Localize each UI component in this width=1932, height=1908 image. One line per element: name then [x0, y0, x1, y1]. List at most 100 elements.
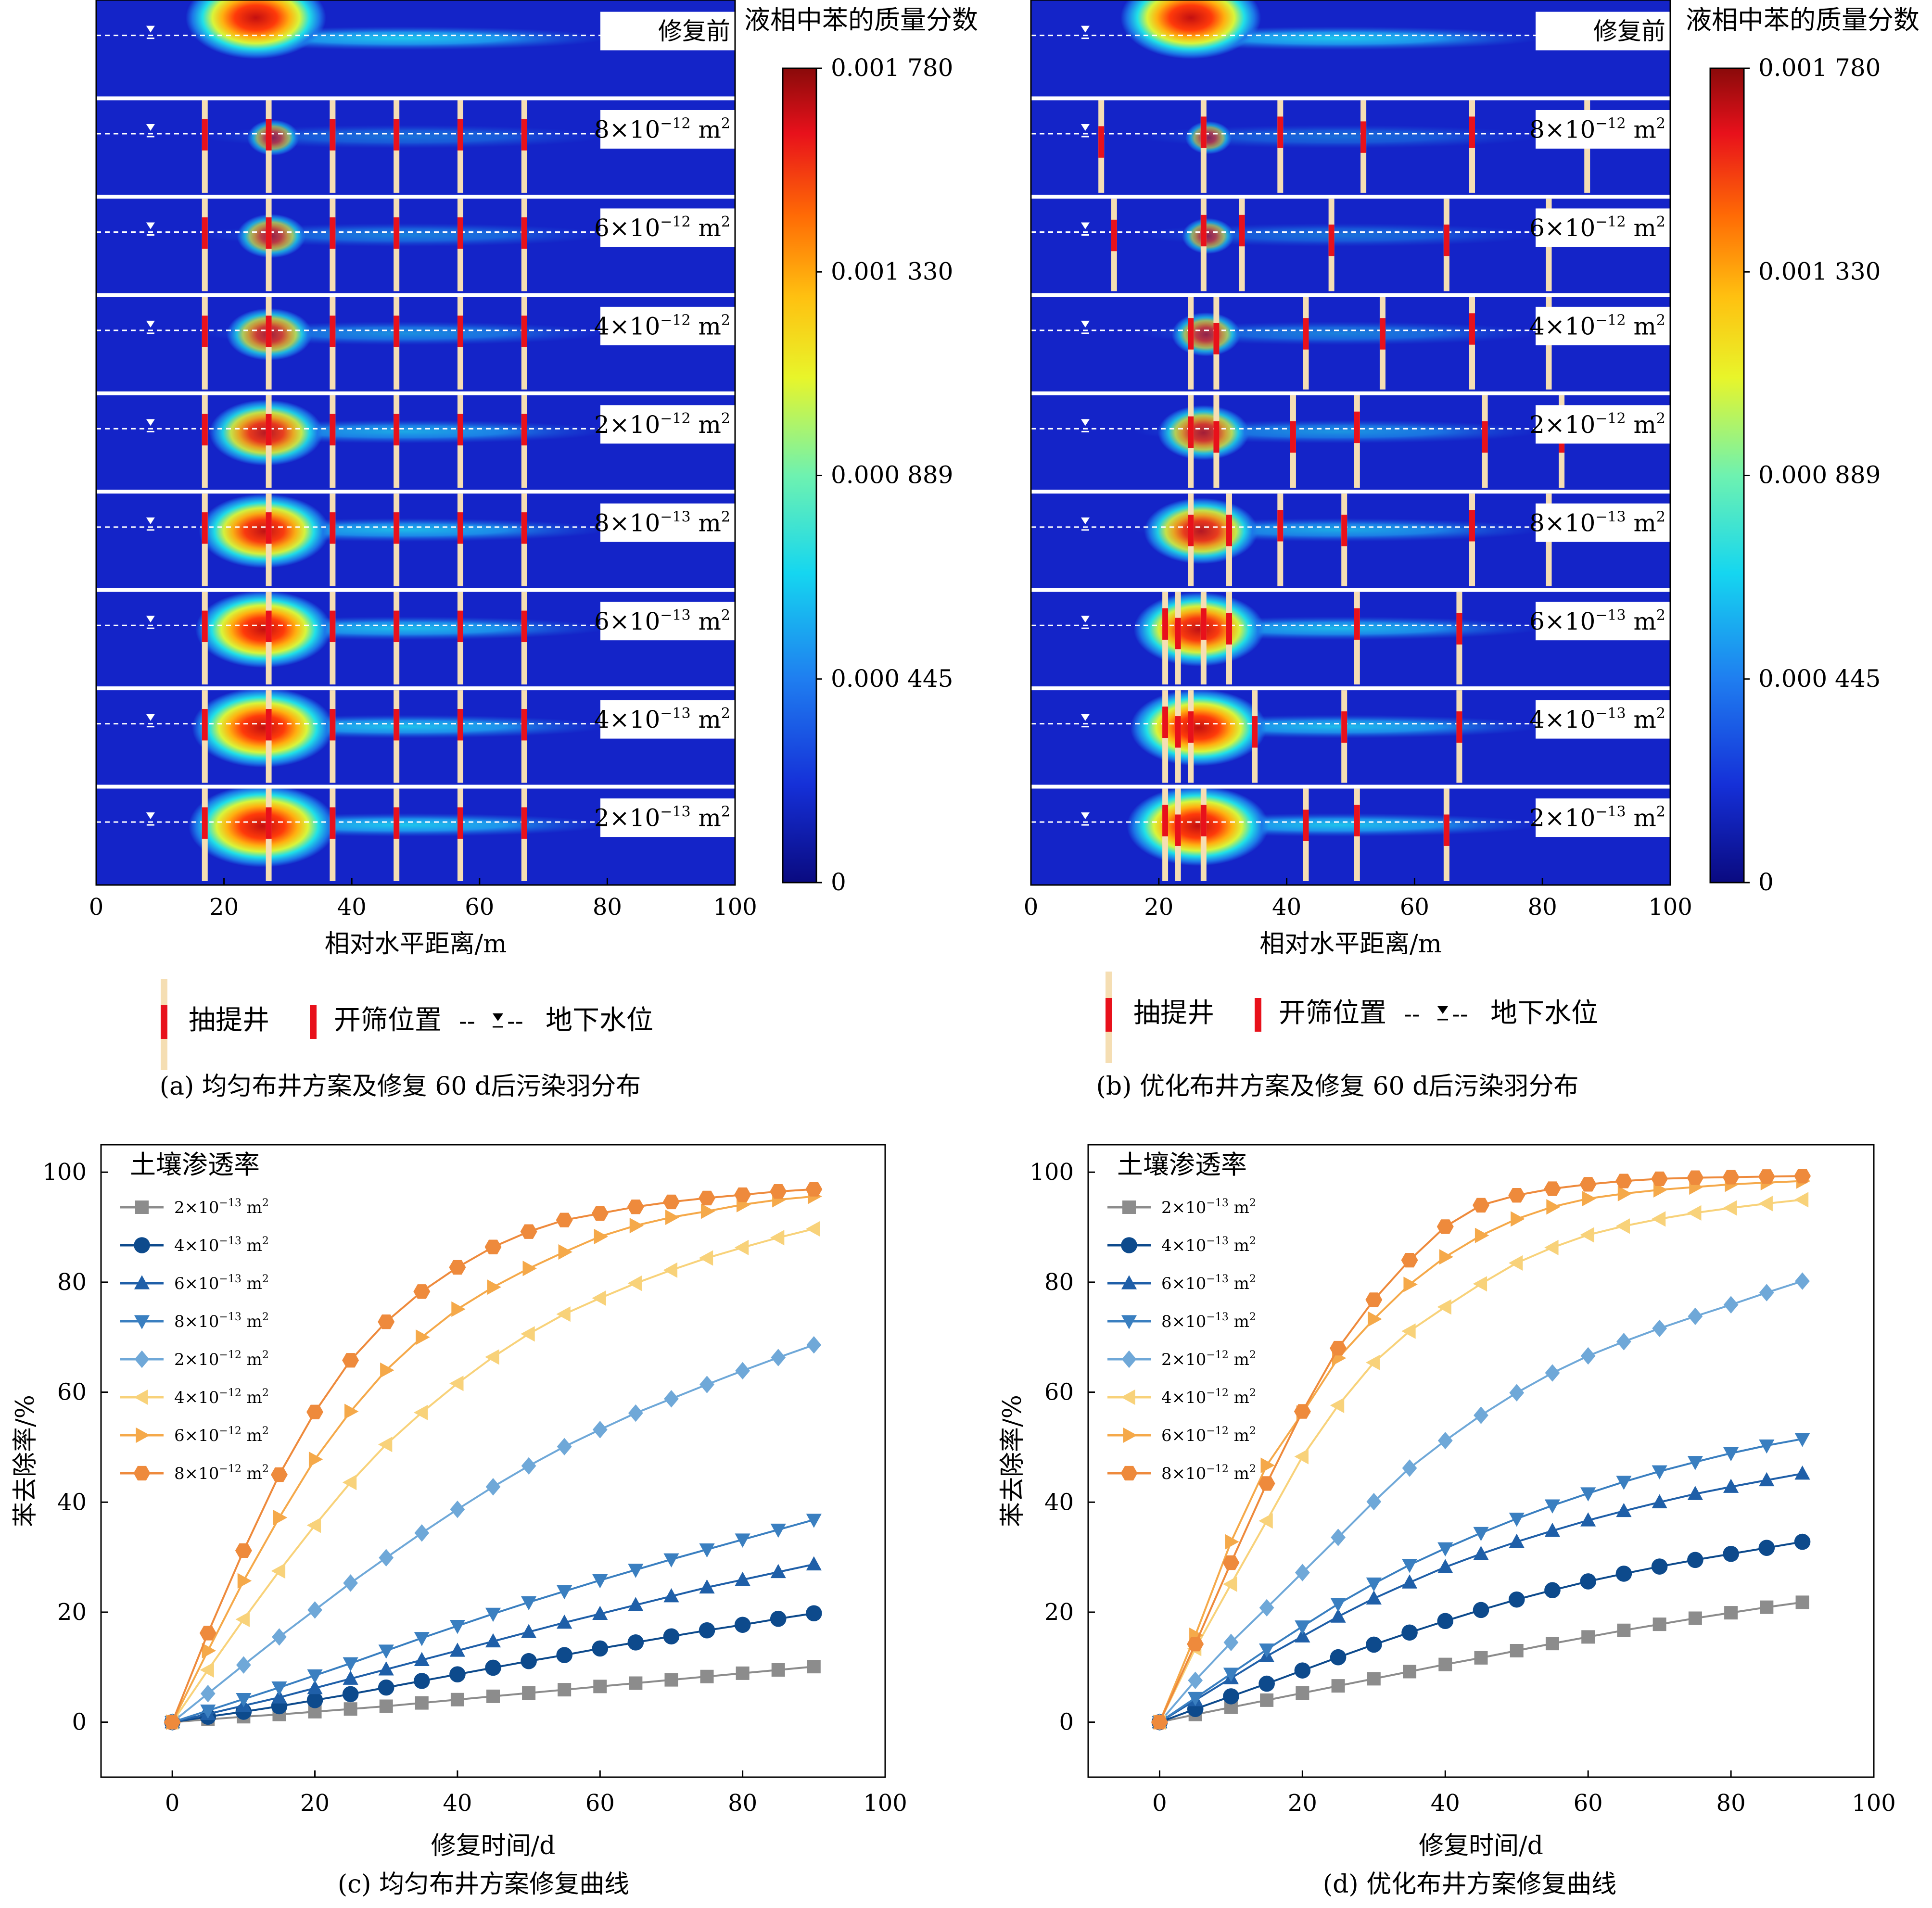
- data-point: [1295, 1628, 1310, 1643]
- well-screen: [330, 414, 336, 446]
- legend-water-table-label: 地下水位: [1490, 998, 1598, 1029]
- data-point: [1723, 1545, 1739, 1562]
- data-point: [1758, 1540, 1775, 1556]
- data-point: [1474, 1651, 1488, 1665]
- legend-label-exponent: −12: [1206, 1463, 1228, 1475]
- row-label-unit: m: [1626, 607, 1656, 635]
- data-point: [414, 1524, 430, 1542]
- legend-label-text: 4×10: [1161, 1236, 1206, 1255]
- well-screen: [457, 610, 463, 643]
- colorbar-title: 液相中苯的质量分数: [1686, 5, 1919, 35]
- plume-row: [1031, 395, 1670, 488]
- data-point: [592, 1574, 608, 1589]
- data-point: [271, 1681, 287, 1696]
- x-tick-label: 40: [443, 1790, 472, 1817]
- legend-label-unit: m: [242, 1198, 262, 1217]
- data-point: [1473, 1198, 1489, 1213]
- well-screen: [1200, 608, 1207, 640]
- legend-label-text: 6×10: [174, 1426, 219, 1445]
- well-screen: [1290, 421, 1296, 453]
- data-point: [237, 1573, 252, 1589]
- row-label-box: [600, 208, 735, 247]
- data-point: [416, 1329, 430, 1345]
- data-point: [770, 1230, 785, 1246]
- well-screen: [521, 414, 527, 446]
- legend-label-unit: m: [1229, 1464, 1249, 1483]
- well-screen: [394, 807, 400, 839]
- data-point: [1123, 1427, 1137, 1443]
- legend-label-text: 8×10: [174, 1312, 219, 1331]
- x-tick-label: 100: [713, 894, 757, 921]
- row-label-text: 4×10: [594, 312, 660, 340]
- data-point: [1616, 1476, 1632, 1490]
- row-label-unit-exponent: 2: [1656, 804, 1665, 821]
- panel-frame: [95, 0, 736, 886]
- row-label-box: [1536, 306, 1670, 345]
- data-point: [628, 1564, 644, 1578]
- legend-label-unit-exponent: 2: [262, 1349, 269, 1361]
- data-point: [556, 1306, 571, 1322]
- data-point: [272, 1628, 287, 1646]
- water-table-symbol: [1080, 124, 1090, 131]
- water-table-symbol: [146, 517, 155, 524]
- well-screen: [1277, 116, 1284, 148]
- legend-label-unit-exponent: 2: [1249, 1463, 1256, 1475]
- legend-label-exponent: −13: [1206, 1273, 1228, 1285]
- plume-tail: [1133, 125, 1543, 149]
- caption-b: (b) 优化布井方案及修复 60 d后污染羽分布: [1096, 1072, 1579, 1101]
- row-label-unit: m: [691, 706, 721, 733]
- row-label-exponent: −12: [1595, 214, 1626, 230]
- data-point: [1473, 1602, 1489, 1618]
- data-point: [1438, 1657, 1452, 1671]
- row-label: 4×10−13 m2: [1529, 705, 1665, 733]
- data-point: [734, 1617, 751, 1633]
- caption-a: (a) 均匀布井方案及修复 60 d后污染羽分布: [160, 1072, 641, 1101]
- well-screen: [521, 316, 527, 347]
- legend-water-dashes-right: --: [1452, 1000, 1468, 1028]
- well-screen: [1482, 421, 1488, 453]
- row-label-box: [600, 602, 735, 641]
- legend-label-text: 4×10: [174, 1236, 219, 1255]
- well-screen: [1354, 805, 1360, 836]
- legend-label-unit: m: [242, 1388, 262, 1407]
- row-label-unit-exponent: 2: [721, 312, 730, 329]
- well-screen: [394, 709, 400, 741]
- data-point: [235, 1543, 252, 1558]
- row-label-unit: m: [1626, 116, 1656, 144]
- data-point: [1794, 1169, 1811, 1184]
- data-point: [593, 1680, 607, 1693]
- x-tick-label: 80: [593, 894, 622, 921]
- data-point: [134, 1237, 150, 1253]
- legend-label-exponent: −12: [219, 1387, 241, 1399]
- data-point: [485, 1633, 501, 1648]
- colorbar-tick-label: 0.001 780: [831, 54, 953, 82]
- data-point: [273, 1510, 288, 1526]
- legend-water-table-icon: [1437, 1006, 1448, 1014]
- data-point: [627, 1634, 644, 1651]
- legend-label: 4×10−13 m2: [174, 1235, 269, 1255]
- series-line: [1158, 1180, 1803, 1723]
- series-line: [1159, 1472, 1803, 1723]
- data-point: [378, 1314, 395, 1329]
- row-label-text: 4×10: [1529, 706, 1595, 733]
- data-point: [449, 1643, 466, 1657]
- row-label-unit: m: [1626, 214, 1656, 242]
- row-label-text: 2×10: [594, 411, 660, 439]
- row-separator: [1031, 686, 1670, 691]
- legend-label-text: 6×10: [174, 1274, 219, 1293]
- data-point: [699, 1250, 713, 1266]
- plume-row: [1031, 0, 1670, 59]
- data-point: [1723, 1447, 1739, 1462]
- well-legend-uniform: 抽提井 开筛位置 -- -- 地下水位: [161, 979, 653, 1070]
- data-point: [236, 1656, 251, 1674]
- legend-label: 8×10−12 m2: [174, 1463, 269, 1483]
- row-label-unit: m: [691, 312, 721, 340]
- data-point: [1294, 1449, 1309, 1465]
- row-separator: [96, 784, 735, 789]
- data-point: [378, 1437, 393, 1453]
- data-point: [770, 1523, 786, 1538]
- row-label-text: 4×10: [594, 706, 660, 733]
- data-point: [1366, 1590, 1382, 1605]
- data-point: [770, 1184, 787, 1199]
- water-table-symbol: [1080, 616, 1090, 623]
